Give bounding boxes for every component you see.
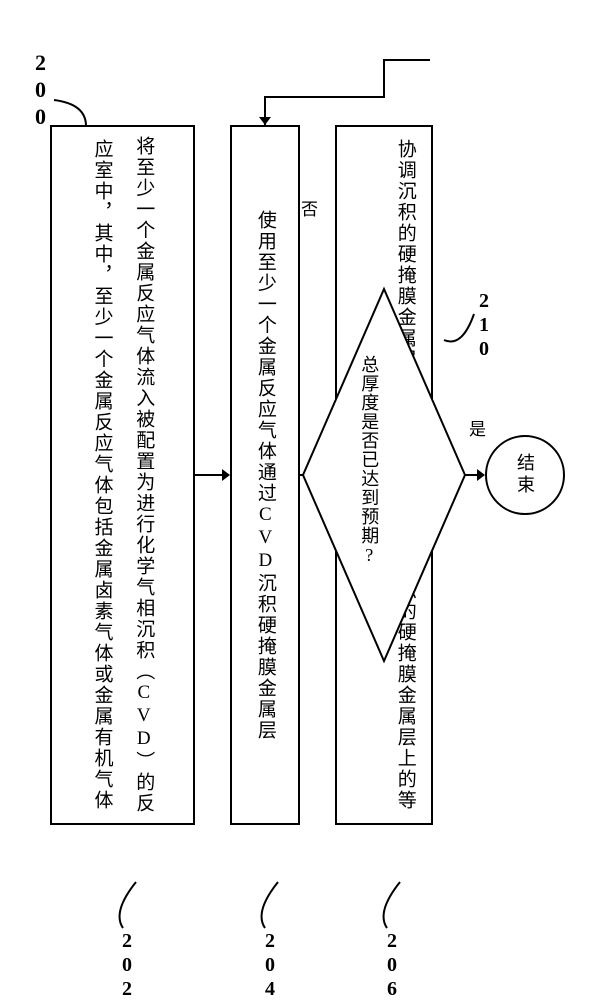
end-text: 结束: [512, 453, 538, 497]
ref-leader-206: [372, 880, 402, 935]
flowchart-canvas: 200 将至少一个金属反应气体流入被配置为进行化学气相沉积（CVD）的反应室中，…: [0, 0, 597, 1000]
step-box-202: 将至少一个金属反应气体流入被配置为进行化学气相沉积（CVD）的反应室中，其中，至…: [50, 125, 195, 825]
step-ref-206: 206: [380, 930, 403, 1002]
decision-text-210: 总厚度是否已达到预期?: [352, 355, 386, 566]
feedback-loop-path: [230, 35, 440, 135]
ref-leader-210: [442, 310, 477, 355]
step-text-202: 将至少一个金属反应气体流入被配置为进行化学气相沉积（CVD）的反应室中，其中，至…: [77, 127, 169, 823]
step-text-204: 使用至少一个金属反应气体通过CVD沉积硬掩膜金属层: [240, 204, 290, 747]
end-terminator: 结束: [485, 435, 565, 515]
step-ref-202: 202: [115, 930, 138, 1002]
step-ref-204: 204: [258, 930, 281, 1002]
edge-label-yes: 是: [463, 420, 488, 437]
ref-leader-204: [250, 880, 280, 935]
step-box-204: 使用至少一个金属反应气体通过CVD沉积硬掩膜金属层: [230, 125, 300, 825]
edge-label-no: 否: [295, 200, 320, 217]
ref-leader-202: [108, 880, 138, 935]
arrow-yes-to-end: [465, 468, 485, 482]
figure-ref-200: 200: [27, 50, 53, 131]
arrow-202-to-204: [195, 468, 230, 482]
